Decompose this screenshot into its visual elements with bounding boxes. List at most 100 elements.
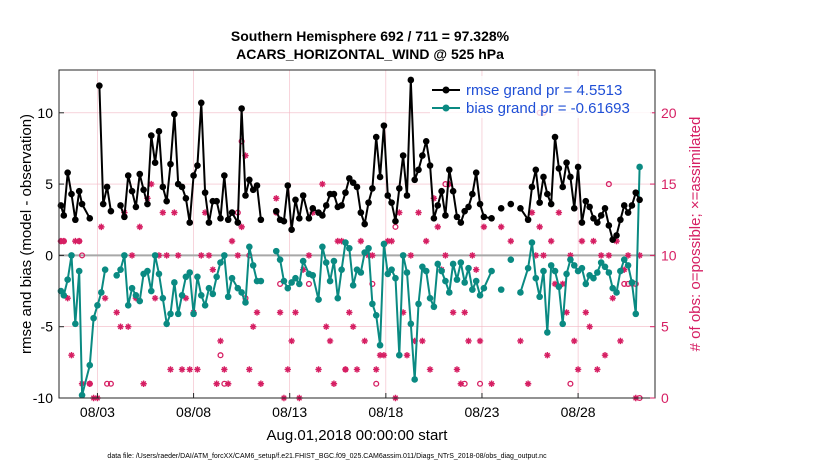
bias-point — [60, 292, 68, 299]
bias-point — [403, 269, 411, 276]
bias-point — [163, 320, 170, 328]
rmse-point — [559, 183, 567, 191]
obs-assimilated-point — [453, 366, 461, 373]
rmse-point — [128, 187, 136, 195]
bias-point — [532, 274, 540, 282]
obs-assimilated-point — [178, 366, 186, 373]
rmse-point — [186, 219, 194, 226]
bias-point — [563, 270, 570, 278]
legend-rmse-marker — [442, 86, 450, 94]
obs-assimilated-point — [621, 266, 628, 273]
obs-assimilated-point — [234, 252, 241, 259]
bias-point — [299, 257, 307, 265]
bias-point — [384, 270, 392, 278]
legend: rmse grand pr = 4.5513 bias grand pr = -… — [430, 76, 652, 118]
y-tick-label-right: 20 — [661, 105, 677, 121]
rmse-point — [309, 205, 317, 212]
x-tick-label: 08/18 — [368, 404, 403, 420]
obs-assimilated-point — [213, 380, 220, 387]
obs-assimilated-point — [361, 337, 368, 345]
bias-point — [376, 341, 384, 349]
rmse-point — [99, 200, 107, 208]
obs-assimilated-point — [257, 380, 265, 387]
bias-point — [617, 267, 624, 275]
obs-assimilated-point — [461, 309, 468, 316]
rmse-point — [399, 152, 407, 159]
y-tick-label-right: 15 — [661, 176, 677, 192]
bias-point — [540, 267, 547, 275]
obs-assimilated-point — [101, 294, 109, 302]
obs-assimilated-point — [449, 309, 457, 316]
bias-point — [411, 376, 418, 383]
bias-point — [68, 252, 75, 259]
legend-rmse-label: rmse grand pr = 4.5513 — [466, 82, 622, 99]
rmse-point — [547, 200, 555, 208]
rmse-point — [567, 173, 574, 181]
obs-assimilated-point — [228, 237, 236, 245]
rmse-point — [472, 169, 480, 176]
bias-point — [171, 279, 178, 286]
rmse-point — [242, 192, 249, 199]
y-tick-label-left: -10 — [33, 390, 53, 406]
obs-assimilated-point — [617, 337, 624, 345]
obs-assimilated-point — [411, 337, 418, 345]
obs-assimilated-point — [373, 366, 380, 373]
obs-assimilated-point — [524, 380, 532, 387]
rmse-point — [257, 216, 265, 224]
bias-point — [309, 272, 317, 279]
rmse-point — [480, 213, 488, 221]
obs-assimilated-point — [384, 237, 391, 245]
legend-bias-label: bias grand pr = -0.61693 — [466, 100, 630, 117]
bias-point — [582, 280, 590, 288]
obs-assimilated-point — [567, 252, 574, 259]
obs-assimilated-point — [357, 237, 365, 245]
x-tick-label: 08/03 — [80, 404, 115, 420]
obs-assimilated-point — [151, 294, 159, 302]
bias-point — [217, 259, 224, 266]
bias-point — [292, 274, 299, 282]
bias-point — [113, 272, 120, 279]
obs-assimilated-point — [551, 280, 559, 288]
obs-assimilated-point — [299, 266, 307, 273]
bias-point — [234, 284, 242, 292]
bias-point — [497, 286, 505, 293]
bias-point — [480, 284, 488, 292]
obs-assimilated-point — [469, 252, 476, 259]
obs-assimilated-point — [64, 294, 71, 302]
obs-possible-point — [79, 252, 86, 259]
obs-assimilated-point — [155, 252, 163, 259]
bias-point — [224, 293, 232, 301]
obs-assimilated-point — [217, 337, 224, 345]
bias-point — [547, 262, 555, 269]
bias-point — [296, 280, 303, 288]
bias-point — [613, 289, 620, 296]
bias-point — [601, 263, 609, 271]
bias-point — [399, 252, 407, 259]
bias-point — [624, 262, 632, 269]
bias-point — [388, 266, 395, 273]
bias-point — [449, 260, 457, 268]
obs-assimilated-point — [246, 366, 253, 373]
obs-assimilated-point — [209, 266, 217, 273]
obs-assimilated-point — [399, 309, 407, 316]
rmse-point — [60, 212, 68, 219]
rmse-point — [395, 185, 403, 192]
rmse-point — [228, 209, 236, 216]
bias-point — [632, 310, 640, 318]
legend-bias-marker — [442, 104, 450, 112]
obs-assimilated-point — [276, 309, 284, 316]
obs-possible-point — [567, 380, 574, 387]
bias-point — [151, 252, 159, 259]
bias-point — [117, 266, 124, 273]
chart-title-line1: Southern Hemisphere 692 / 711 = 97.328% — [231, 28, 510, 44]
bias-point — [528, 239, 536, 246]
bias-point — [476, 292, 484, 299]
y-tick-label-right: 0 — [661, 390, 669, 406]
rmse-point — [182, 195, 190, 202]
obs-assimilated-point — [68, 352, 75, 359]
obs-assimilated-point — [544, 352, 551, 359]
obs-assimilated-point — [349, 323, 357, 330]
rmse-point — [590, 215, 597, 222]
rmse-point — [578, 219, 586, 226]
obs-assimilated-point — [563, 309, 570, 316]
